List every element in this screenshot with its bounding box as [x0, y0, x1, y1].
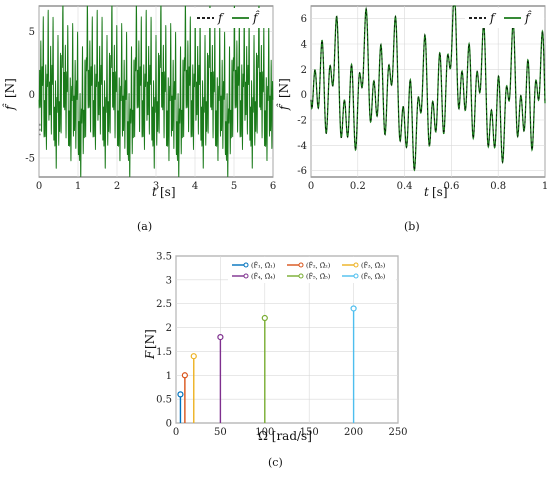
- panel-c-ytick-label: 1.5: [156, 347, 172, 358]
- panel-c-xlabel: Ω [rad/s]: [258, 429, 312, 443]
- panel-b-xlabel-var: t: [424, 185, 429, 199]
- panel-a-xtick-label: 3: [153, 181, 159, 192]
- panel-b-ytick-label: -4: [297, 141, 307, 152]
- panel-c-ylabel-unit: [N]: [143, 329, 157, 349]
- legend-marker-4: [243, 273, 249, 279]
- stem-marker-3: [190, 353, 197, 360]
- panel-b-legend: f f̂: [465, 8, 544, 28]
- panel-b-ytick-label: 6: [301, 14, 307, 25]
- panel-b-xtick-label: 0.4: [397, 181, 413, 192]
- panel-c-xtick-label: 200: [344, 427, 363, 438]
- panel-a-xtick-label: 1: [75, 181, 81, 192]
- panel-b-ylabel-unit: [N]: [277, 78, 291, 98]
- panel-a-xtick-label: 4: [192, 181, 198, 192]
- panel-c-ytick-label: 0.5: [156, 395, 172, 406]
- panel-c: 0 50 100 150 200 250 0 0.5 1 1.5 2 2.5 3 3.5 (F̂₁, Ω̂…: [143, 252, 408, 470]
- panel-c-ytick-label: 2: [166, 323, 172, 334]
- legend-marker-2: [298, 262, 304, 268]
- panel-a-ytick-label: 0: [29, 90, 35, 101]
- panel-c-xtick-label: 150: [300, 427, 319, 438]
- panel-b-xtick-label: 1: [542, 181, 548, 192]
- panel-c-xtick-label: 0: [173, 427, 179, 438]
- panel-a-xtick-label: 6: [270, 181, 276, 192]
- panel-a-ylabel-unit: [N]: [3, 78, 17, 98]
- panel-a-ytick-label: 5: [29, 27, 35, 38]
- panel-c-legend: (F̂₁, Ω̂₁) (F̂₂, Ω̂₂) (F̂₃, Ω̂₃) (F̂₄, Ω̂₄)…: [228, 257, 396, 283]
- panel-a-xtick-label: 0: [36, 181, 42, 192]
- panel-b-xtick-label: 0.6: [443, 181, 459, 192]
- panel-a-f-hat-line: [38, 5, 274, 178]
- panel-b: 0 0.2 0.4 0.6 0.8 1 -6 -4 -2 0 2 4 6 f f̂ t [s] f̂ […: [275, 5, 548, 233]
- panel-b-ytick-label: -6: [297, 166, 307, 177]
- panel-a-ylabel-var: f̂: [1, 103, 17, 111]
- stem-marker-5: [261, 314, 268, 322]
- panel-b-legend-f: f: [489, 11, 497, 25]
- panel-c-legend-box: [228, 257, 396, 283]
- panel-b-xlabel-unit: [s]: [432, 185, 448, 199]
- legend-label-6: (F̂₆, Ω̂₆): [361, 272, 386, 281]
- legend-marker-3: [353, 262, 359, 268]
- legend-marker-5: [298, 273, 304, 279]
- panel-c-ytick-label: 3: [166, 275, 172, 286]
- panel-c-caption: (c): [268, 456, 283, 469]
- legend-label-3: (F̂₃, Ω̂₃): [361, 261, 386, 270]
- legend-label-2: (F̂₂, Ω̂₂): [306, 261, 331, 270]
- panel-b-ticks: 0 0.2 0.4 0.6 0.8 1 -6 -4 -2 0 2 4 6: [297, 14, 548, 192]
- panel-c-ylabel-group: F [N]: [143, 329, 157, 360]
- legend-marker-1: [243, 262, 249, 268]
- panel-b-ylabel-var: f̂: [275, 103, 291, 111]
- panel-a-ticks: 0 1 2 3 4 5 6 -5 0 5: [25, 27, 276, 192]
- panel-b-xtick-label: 0.2: [350, 181, 366, 192]
- panel-c-xtick-label: 100: [255, 427, 274, 438]
- legend-label-4: (F̂₄, Ω̂₄): [251, 272, 276, 281]
- panel-b-legend-fhat: f̂: [524, 9, 532, 25]
- panel-c-ytick-label: 2.5: [156, 299, 172, 310]
- panel-a: 0 1 2 3 4 5 6 -5 0 5 f f̂ t [s] f̂ [N] (a): [1, 5, 276, 233]
- stem-marker-6: [350, 305, 357, 312]
- panel-a-caption: (a): [137, 220, 152, 233]
- panel-c-stems: [177, 305, 357, 423]
- panel-b-caption: (b): [404, 220, 420, 233]
- panel-a-legend-fhat: f̂: [252, 9, 260, 25]
- panel-b-ytick-label: 4: [301, 40, 307, 51]
- stem-marker-4: [217, 334, 224, 341]
- panel-a-xtick-label: 5: [231, 181, 237, 192]
- panel-b-ytick-label: 2: [301, 65, 307, 76]
- panel-c-plot-area: [175, 255, 399, 424]
- legend-marker-6: [353, 273, 359, 279]
- panel-b-f-hat-line: [310, 5, 546, 172]
- stem-marker-2: [181, 372, 188, 379]
- panel-c-xtick-label: 250: [388, 427, 407, 438]
- stem-marker-1: [177, 391, 184, 398]
- panel-c-xtick-label: 50: [214, 427, 227, 438]
- panel-c-ytick-label: 1: [166, 371, 172, 382]
- panel-c-ytick-label: 0: [166, 419, 172, 430]
- panel-a-ylabel-group: f̂ [N]: [1, 78, 17, 111]
- panel-a-xtick-label: 2: [114, 181, 120, 192]
- panel-a-xlabel-unit: [s]: [160, 185, 176, 199]
- panel-b-ytick-label: 0: [301, 90, 307, 101]
- panel-b-xtick-label: 0: [308, 181, 314, 192]
- panel-b-xtick-label: 0.8: [490, 181, 506, 192]
- panel-b-ylabel-group: f̂ [N]: [275, 78, 291, 111]
- panel-c-ticks: 0 50 100 150 200 250 0 0.5 1 1.5 2 2.5 3 3.5: [156, 252, 407, 439]
- panel-a-legend: f f̂: [193, 8, 272, 28]
- legend-label-5: (F̂₅, Ω̂₅): [306, 272, 331, 281]
- panel-b-ytick-label: -2: [297, 116, 307, 127]
- legend-label-1: (F̂₁, Ω̂₁): [251, 261, 276, 270]
- panel-a-xlabel-var: t: [152, 185, 157, 199]
- panel-a-ytick-label: -5: [25, 154, 35, 165]
- panel-a-legend-f: f: [217, 11, 225, 25]
- panel-c-ylabel-var: F: [143, 350, 157, 360]
- panel-c-ytick-label: 3.5: [156, 252, 172, 263]
